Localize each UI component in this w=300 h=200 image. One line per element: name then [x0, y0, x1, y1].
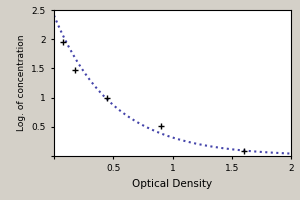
Y-axis label: Log. of concentration: Log. of concentration — [17, 35, 26, 131]
X-axis label: Optical Density: Optical Density — [132, 179, 213, 189]
